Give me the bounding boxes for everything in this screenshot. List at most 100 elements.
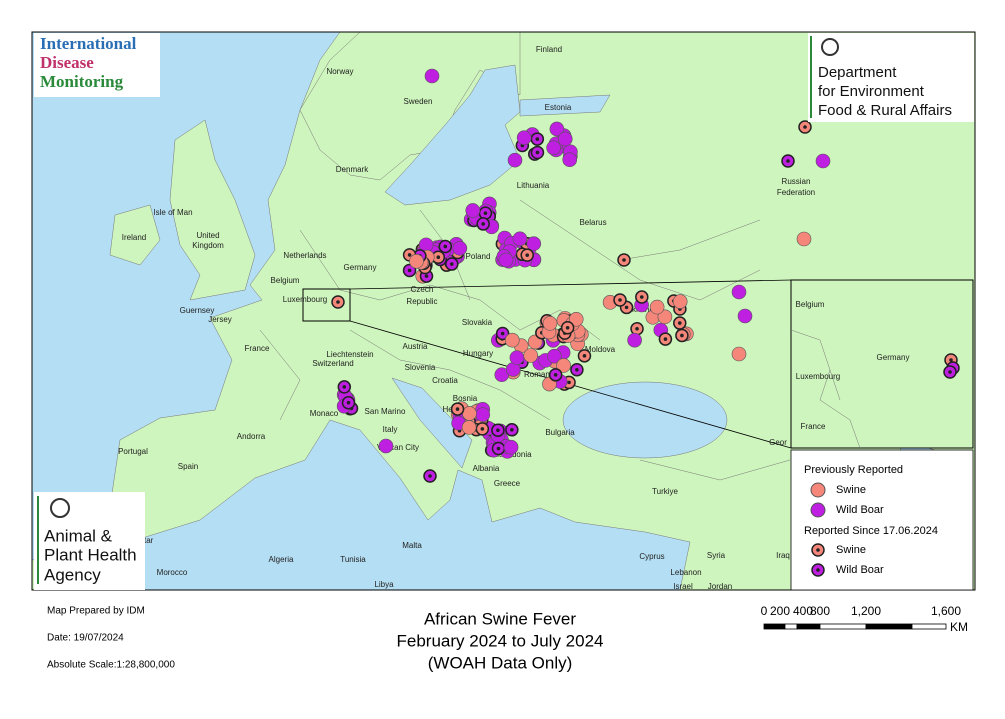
country-label: Federation	[777, 188, 815, 197]
apha-logo	[34, 492, 145, 590]
scale-segment	[784, 623, 798, 630]
country-label: Iraq	[776, 551, 790, 560]
scale-label: 200	[770, 604, 790, 618]
scale-label: 800	[810, 604, 830, 618]
country-label: San Marino	[365, 407, 406, 416]
outbreak-point-dot	[481, 222, 485, 226]
footer-text: Map Prepared by IDM	[47, 606, 145, 617]
outbreak-point-dot	[624, 305, 629, 310]
outbreak-point	[627, 332, 642, 348]
outbreak-point	[523, 348, 539, 363]
inset-label: Belgium	[796, 300, 825, 309]
country-label: Spain	[178, 462, 198, 471]
country-label: Isle of Man	[153, 208, 192, 217]
outbreak-point	[461, 420, 477, 435]
outbreak-point	[568, 311, 584, 327]
outbreak-point	[649, 299, 665, 315]
legend-heading: Reported Since 17.06.2024	[804, 525, 938, 537]
outbreak-point-dot	[567, 380, 571, 385]
country-label: Denmark	[336, 165, 369, 174]
country-label: Italy	[383, 425, 398, 434]
country-label: Russian	[782, 177, 811, 186]
legend-heading: Previously Reported	[804, 464, 903, 476]
outbreak-point	[547, 348, 562, 364]
outbreak-point	[452, 240, 468, 256]
country-label: Jersey	[208, 315, 232, 324]
outbreak-point-dot	[483, 211, 488, 215]
outbreak-point-dot	[535, 150, 540, 155]
outbreak-point-dot	[346, 400, 351, 405]
outbreak-point-dot	[500, 331, 505, 336]
outbreak-point	[549, 121, 565, 137]
outbreak-point	[526, 236, 542, 251]
outbreak-point	[498, 252, 514, 268]
outbreak-point-dot	[480, 427, 485, 431]
country-label: Ireland	[122, 233, 146, 242]
outbreak-point	[516, 130, 532, 146]
inset	[790, 279, 974, 449]
country-label: United	[196, 231, 219, 240]
country-label: Libya	[374, 580, 394, 589]
country-label: Andorra	[237, 432, 266, 441]
outbreak-point	[503, 439, 519, 455]
country-label: Luxembourg	[283, 295, 327, 304]
legend-swatch-dot	[816, 568, 820, 572]
country-label: Romania	[524, 370, 557, 379]
outbreak-point	[409, 253, 424, 269]
country-label: Hungary	[463, 349, 493, 358]
logo-text: Agency	[44, 565, 101, 584]
outbreak-point	[672, 294, 688, 309]
scale-segment	[865, 623, 913, 630]
country-label: Belgium	[271, 276, 300, 285]
mediterranean	[119, 377, 691, 591]
outbreak-point	[562, 152, 578, 168]
outbreak-point-dot	[948, 370, 952, 374]
footer-text: Absolute Scale:1:28,800,000	[47, 660, 175, 671]
logo-text: Disease	[40, 53, 94, 72]
crest	[821, 38, 839, 56]
country-label: Monaco	[310, 409, 339, 418]
inset-locator	[302, 288, 351, 322]
outbreak-point-dot	[663, 337, 668, 341]
legend-label: Swine	[836, 484, 866, 496]
outbreak-point	[556, 358, 571, 373]
outbreak-point	[546, 140, 561, 156]
country-label: Austria	[403, 342, 428, 351]
outbreak-point-dot	[949, 358, 953, 362]
country-label: Belarus	[579, 218, 606, 227]
outbreak-point-dot	[565, 325, 570, 330]
outbreak-point	[737, 308, 753, 324]
country-label: Cyprus	[639, 552, 664, 561]
logo-text: Plant Health	[44, 545, 137, 564]
country-label: Germany	[344, 263, 377, 272]
title: (WOAH Data Only)	[428, 653, 573, 672]
baltic-sea	[384, 64, 611, 206]
outbreak-point-dot	[449, 262, 454, 266]
country-label: Israel	[673, 582, 693, 591]
outbreak-point	[424, 68, 440, 84]
scale-segment	[819, 623, 867, 630]
outbreak-point-dot	[680, 333, 684, 338]
legend-swatch-dot	[816, 548, 820, 552]
country-label: Czech	[411, 285, 434, 294]
outbreak-point	[475, 407, 491, 422]
outbreak-point-dot	[510, 428, 514, 432]
country-label: Albania	[473, 464, 500, 473]
legend-swatch	[810, 502, 826, 518]
outbreak-point-dot	[639, 295, 644, 299]
map-frame	[31, 31, 976, 591]
outbreak-point-dot	[803, 125, 807, 129]
logo-text: Monitoring	[40, 72, 124, 91]
inset-label: Luxembourg	[796, 372, 840, 381]
footer-text: Date: 19/07/2024	[47, 633, 124, 644]
outbreak-point-dot	[436, 255, 441, 260]
country-label: Liechtenstein	[326, 350, 373, 359]
land-ireland	[109, 204, 161, 266]
outbreak-point-dot	[553, 373, 558, 377]
country-label: Algeria	[269, 555, 294, 564]
logo-text: Department	[818, 64, 897, 81]
outbreak-point-dot	[336, 300, 340, 304]
outbreak-point	[557, 131, 573, 147]
outbreak-point	[507, 152, 523, 168]
outbreak-point-dot	[455, 407, 460, 411]
